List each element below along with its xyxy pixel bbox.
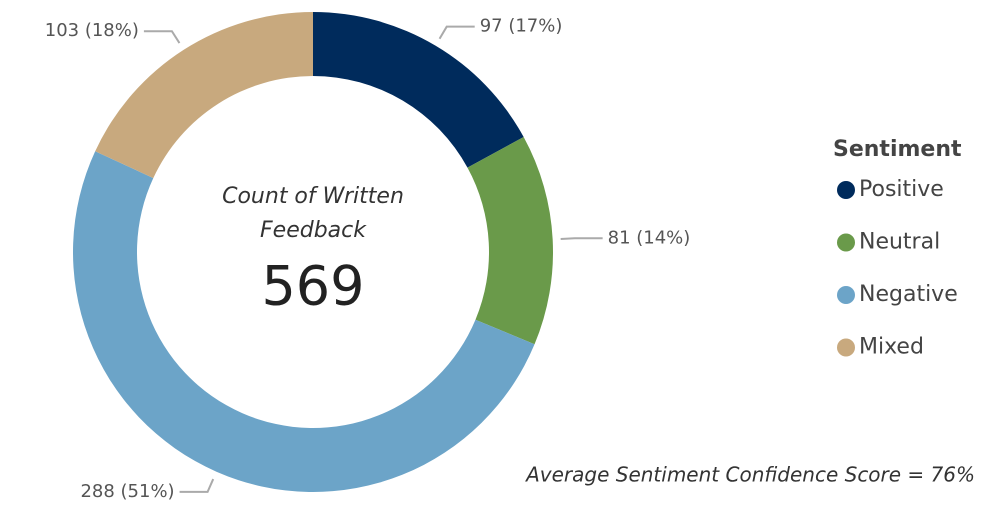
donut-segment [95, 12, 313, 179]
leader-line [143, 30, 181, 44]
donut-segment [313, 12, 524, 168]
center-value: 569 [261, 255, 364, 318]
leader-line [179, 478, 215, 493]
leader-line [438, 25, 475, 40]
legend-title: Sentiment [833, 137, 962, 162]
footnote: Average Sentiment Confidence Score = 76% [524, 463, 975, 487]
data-label: 97 (17%) [480, 16, 563, 37]
center-label: Count of Written Feedback [222, 184, 404, 243]
legend-label: Positive [859, 177, 944, 202]
legend-label: Mixed [859, 335, 924, 360]
legend-label: Neutral [859, 230, 940, 255]
legend-swatch [837, 286, 855, 304]
donut-segment [73, 151, 535, 492]
legend-swatch [837, 181, 855, 199]
data-label: 81 (14%) [608, 227, 691, 248]
leader-line [560, 237, 603, 240]
center-label-box: Count of Written Feedback [222, 184, 404, 243]
data-label: 103 (18%) [45, 20, 139, 41]
legend-label: Negative [859, 282, 958, 307]
donut-segment [467, 137, 553, 345]
legend-swatch [837, 233, 855, 252]
legend-swatch [837, 338, 855, 357]
data-label: 288 (51%) [80, 481, 174, 502]
